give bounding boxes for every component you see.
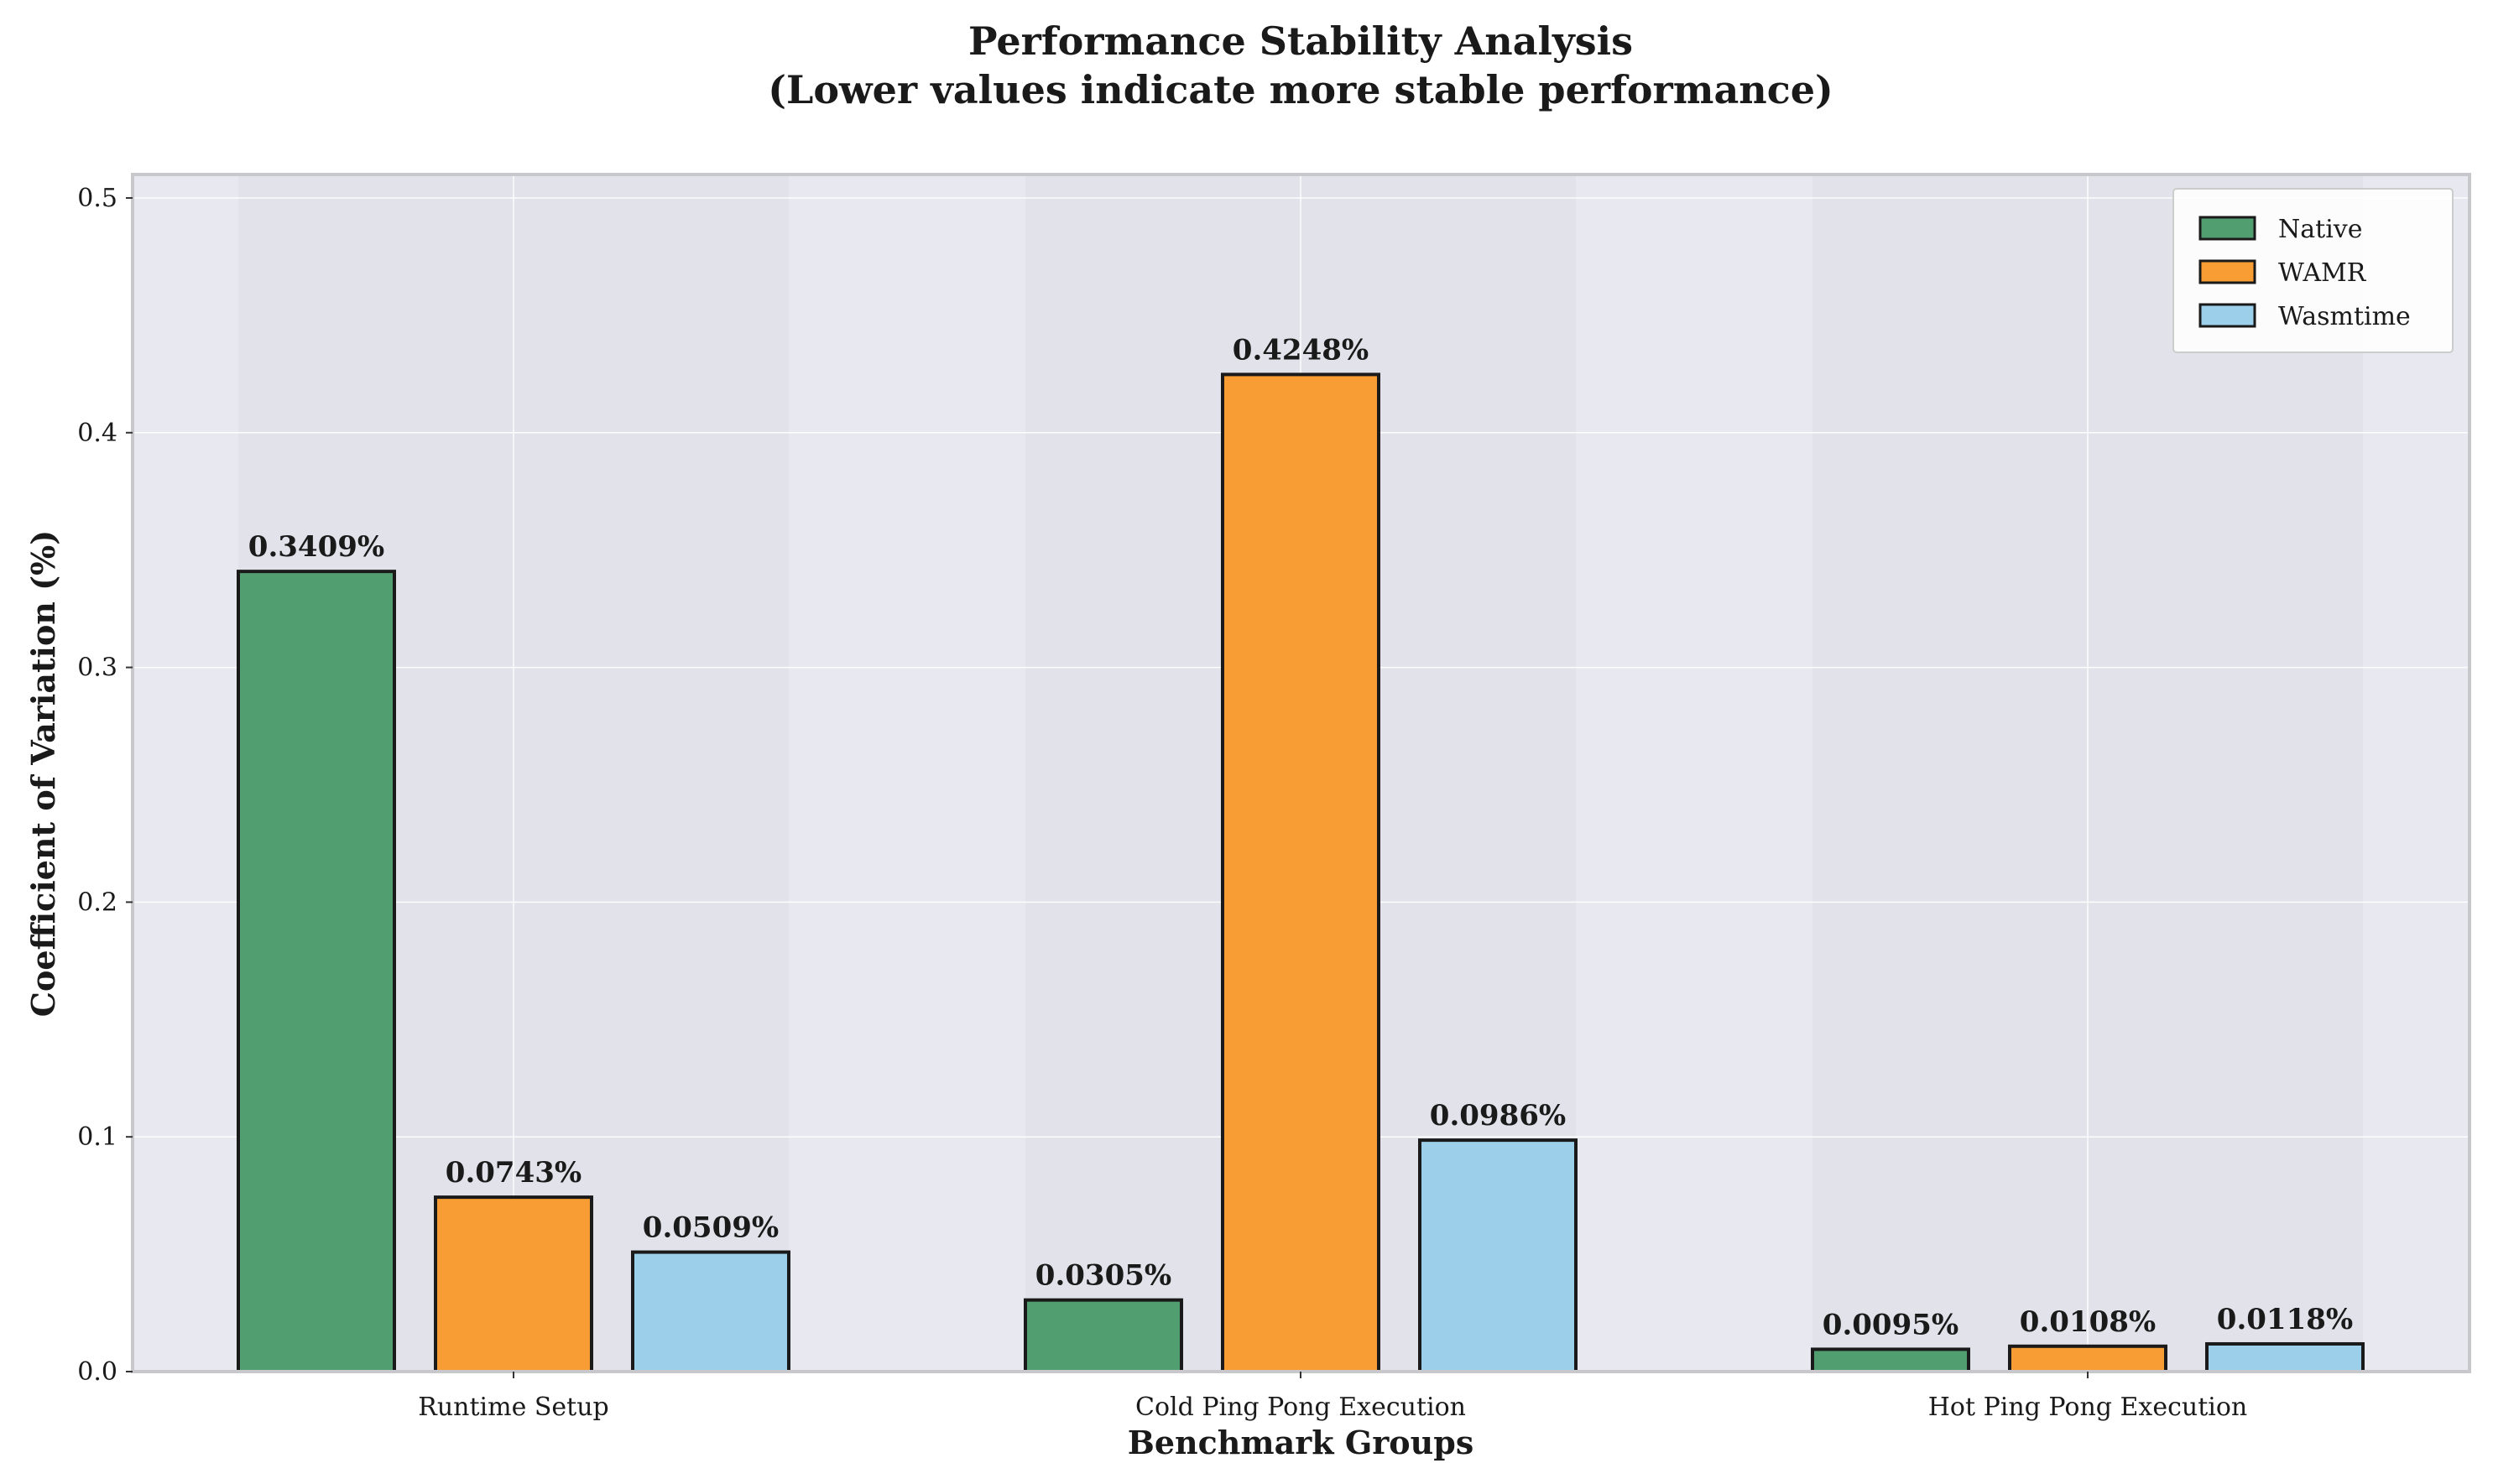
legend-label-wasmtime: Wasmtime: [2278, 302, 2411, 331]
x-axis-ticks: Runtime Setup Cold Ping Pong Execution Hot…: [418, 1372, 2247, 1422]
bar-native-2: [1024, 1298, 1183, 1373]
y-tick-label: 0.0: [77, 1357, 117, 1387]
bar-native-1: [237, 570, 396, 1373]
legend-label-native: Native: [2278, 215, 2363, 244]
bar-wasmtime-1: [631, 1250, 790, 1374]
data-label: 0.4248%: [1233, 333, 1369, 367]
bar-wamr-3: [2008, 1344, 2167, 1373]
bar-native-3: [1811, 1347, 1970, 1373]
x-axis-label: Benchmark Groups: [1128, 1424, 1474, 1461]
bar-wamr-2: [1221, 372, 1380, 1373]
y-tick-label: 0.4: [77, 419, 117, 448]
data-label: 0.0743%: [446, 1156, 582, 1190]
x-tick-label: Hot Ping Pong Execution: [1928, 1393, 2247, 1422]
data-label: 0.0986%: [1430, 1099, 1566, 1133]
bar-wasmtime-2: [1418, 1138, 1578, 1373]
chart-title-group: Performance Stability Analysis (Lower va…: [768, 18, 1833, 112]
data-labels: 0.3409% 0.0305% 0.0095% 0.0743% 0.4248% 0.010…: [248, 333, 2353, 1341]
data-label: 0.3409%: [248, 530, 384, 564]
y-tick-label: 0.1: [77, 1122, 117, 1152]
legend-swatch-wamr: [2198, 259, 2256, 284]
bar-wamr-1: [434, 1195, 593, 1374]
data-label: 0.0118%: [2217, 1303, 2353, 1336]
legend-swatch-native: [2198, 216, 2256, 241]
data-label: 0.0509%: [643, 1211, 779, 1245]
data-label: 0.0095%: [1823, 1308, 1958, 1341]
legend: Native WAMR Wasmtime: [2172, 188, 2454, 353]
y-tick-label: 0.3: [77, 653, 117, 683]
x-tick-label: Cold Ping Pong Execution: [1135, 1393, 1466, 1422]
y-axis-ticks: 0.0 0.1 0.2 0.3 0.4 0.5: [77, 184, 133, 1387]
data-label: 0.0108%: [2020, 1305, 2156, 1339]
bar-wasmtime-3: [2205, 1341, 2365, 1374]
y-tick-label: 0.2: [77, 888, 117, 917]
data-label: 0.0305%: [1035, 1259, 1171, 1293]
chart-subtitle: (Lower values indicate more stable perfo…: [768, 67, 1833, 112]
bars: [237, 372, 2365, 1374]
legend-swatch-wasmtime: [2198, 303, 2256, 328]
y-axis-label: Coefficient of Variation (%): [24, 530, 62, 1017]
y-tick-label: 0.5: [77, 184, 117, 213]
x-tick-label: Runtime Setup: [418, 1393, 609, 1422]
legend-label-wamr: WAMR: [2278, 258, 2367, 288]
chart-title: Performance Stability Analysis: [968, 18, 1633, 64]
